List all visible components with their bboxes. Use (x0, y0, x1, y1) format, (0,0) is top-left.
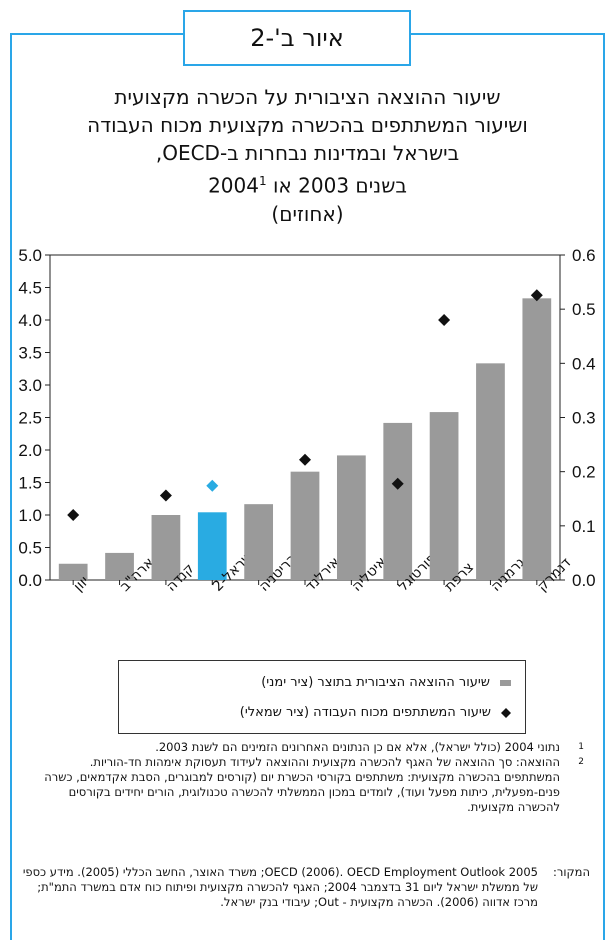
bar-8 (429, 412, 459, 580)
left-tick-label-4: 2.0 (18, 441, 42, 460)
bar-10 (522, 298, 552, 580)
left-tick-label-10: 5.0 (18, 246, 42, 265)
figure-label: איור ב'-2 (183, 10, 411, 66)
bar-6 (336, 455, 366, 580)
footnote-1-mark: 1 (578, 742, 584, 752)
marker-3 (206, 479, 219, 492)
left-tick-label-5: 2.5 (18, 409, 42, 428)
legend-item-markers: שיעור המשתתפים מכוח העבודה (ציר שמאלי) (240, 705, 511, 720)
footnote-1-text: נתוני 2004 (כולל ישראל), אלא אם כן הנתונ… (155, 740, 560, 754)
footnote-2: 2 ההוצאה: סך ההוצאה של האגף להכשרה מקצוע… (44, 755, 584, 815)
footnote-2-text: ההוצאה: סך ההוצאה של האגף להכשרה מקצועית… (44, 755, 560, 814)
source-label: המקור: (553, 865, 590, 879)
left-tick-label-1: 0.5 (18, 539, 42, 558)
bar-2 (151, 515, 181, 580)
title-line-3: בישראל ובמדינות נבחרות ב-OECD, (155, 141, 460, 165)
legend-bar-label: שיעור ההוצאה הציבורית בתוצר (ציר ימני) (261, 675, 490, 690)
figure-label-text: איור ב'-2 (250, 24, 344, 52)
left-tick-label-6: 3.0 (18, 376, 42, 395)
source-note: המקור: OECD (2006). OECD Employment Outl… (20, 865, 590, 910)
right-tick-label-4: 0.4 (572, 354, 596, 373)
bar-3 (197, 512, 227, 580)
bar-9 (476, 363, 505, 580)
footnotes: 1 נתוני 2004 (כולל ישראל), אלא אם כן הנת… (44, 740, 584, 815)
legend-item-bars: שיעור ההוצאה הציבורית בתוצר (ציר ימני) (261, 675, 511, 690)
left-tick-label-9: 4.5 (18, 279, 42, 298)
title-line-4-text: בשנים 2003 או 2004 (208, 173, 407, 198)
right-tick-label-6: 0.6 (572, 246, 596, 265)
left-tick-label-3: 1.5 (18, 474, 42, 493)
left-tick-label-7: 3.5 (18, 344, 42, 363)
right-tick-label-5: 0.5 (572, 300, 596, 319)
title-line-1: שיעור ההוצאה הציבורית על הכשרה מקצועית (114, 85, 501, 109)
marker-8 (438, 314, 451, 326)
right-tick-label-0: 0.0 (572, 571, 596, 590)
bar-0 (58, 563, 88, 580)
legend-diamond-icon (501, 707, 511, 718)
title-line-2: ושיעור המשתתפים בהכשרה מקצועית מכוח העבו… (87, 113, 528, 137)
legend-marker-label: שיעור המשתתפים מכוח העבודה (ציר שמאלי) (239, 705, 491, 720)
marker-5 (299, 453, 311, 466)
footnote-1: 1 נתוני 2004 (כולל ישראל), אלא אם כן הנת… (44, 740, 584, 755)
bar-7 (383, 422, 413, 580)
source-text: OECD (2006). OECD Employment Outlook 200… (22, 865, 538, 909)
footnote-2-mark: 2 (578, 757, 584, 767)
right-tick-label-2: 0.2 (572, 463, 596, 482)
bar-chart: 0.0 0.5 1.0 1.5 2.0 2.5 3.0 3.5 4.0 4.5 5.0 0.0 0.1 0… (18, 246, 596, 595)
title-line-4: בשנים 2003 או 20041 (20, 169, 595, 198)
legend-bar-swatch (500, 679, 511, 686)
right-tick-label-3: 0.3 (572, 409, 596, 428)
title-footnote-mark: 1 (258, 174, 267, 188)
chart-legend: שיעור ההוצאה הציבורית בתוצר (ציר ימני) ש… (118, 660, 526, 734)
bar-5 (290, 471, 320, 580)
left-tick-label-2: 1.0 (18, 506, 42, 525)
marker-10 (530, 289, 543, 302)
marker-7 (391, 477, 404, 490)
bar-1 (105, 552, 134, 580)
title-unit: (אחוזים) (271, 201, 344, 226)
right-tick-label-1: 0.1 (572, 517, 596, 536)
bar-4 (244, 504, 274, 580)
left-tick-label-8: 4.0 (18, 311, 42, 330)
marker-0 (67, 509, 80, 521)
left-tick-label-0: 0.0 (18, 571, 42, 590)
marker-2 (159, 489, 172, 502)
chart-title: שיעור ההוצאה הציבורית על הכשרה מקצועית ו… (20, 85, 595, 226)
